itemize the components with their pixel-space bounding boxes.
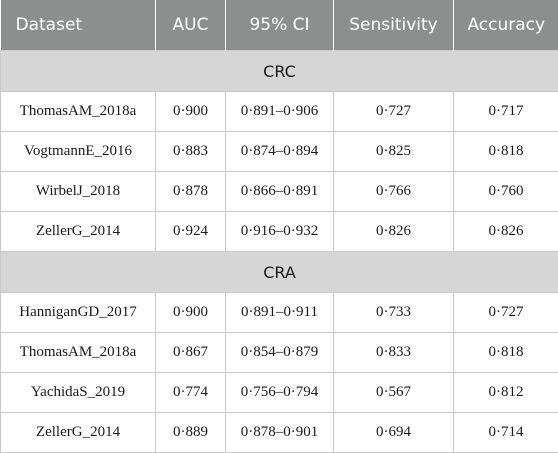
- table-row: YachidaS_2019 0·774 0·756–0·794 0·567 0·…: [1, 373, 558, 413]
- cell-sensitivity: 0·733: [334, 293, 454, 333]
- cell-accuracy: 0·714: [454, 413, 558, 453]
- table-row: WirbelJ_2018 0·878 0·866–0·891 0·766 0·7…: [1, 172, 558, 212]
- header-auc: AUC: [156, 0, 226, 51]
- cell-sensitivity: 0·826: [334, 212, 454, 252]
- cell-auc: 0·924: [156, 212, 226, 252]
- cell-accuracy: 0·818: [454, 333, 558, 373]
- cell-auc: 0·889: [156, 413, 226, 453]
- cell-sensitivity: 0·766: [334, 172, 454, 212]
- cell-ci: 0·878–0·901: [226, 413, 334, 453]
- cell-auc: 0·900: [156, 92, 226, 132]
- cell-auc: 0·774: [156, 373, 226, 413]
- header-sensitivity: Sensitivity: [334, 0, 454, 51]
- cell-ci: 0·874–0·894: [226, 132, 334, 172]
- cell-sensitivity: 0·727: [334, 92, 454, 132]
- cell-accuracy: 0·826: [454, 212, 558, 252]
- cell-dataset: ZellerG_2014: [1, 212, 156, 252]
- section-label: CRA: [1, 252, 558, 293]
- header-accuracy: Accuracy: [454, 0, 558, 51]
- cell-dataset: WirbelJ_2018: [1, 172, 156, 212]
- cell-sensitivity: 0·694: [334, 413, 454, 453]
- cell-ci: 0·756–0·794: [226, 373, 334, 413]
- cell-ci: 0·891–0·911: [226, 293, 334, 333]
- section-row-crc: CRC: [1, 51, 558, 92]
- cell-dataset: ThomasAM_2018a: [1, 92, 156, 132]
- table-row: ZellerG_2014 0·924 0·916–0·932 0·826 0·8…: [1, 212, 558, 252]
- header-row: Dataset AUC 95% CI Sensitivity Accuracy: [1, 0, 558, 51]
- table-row: ThomasAM_2018a 0·867 0·854–0·879 0·833 0…: [1, 333, 558, 373]
- cell-auc: 0·878: [156, 172, 226, 212]
- table-row: VogtmannE_2016 0·883 0·874–0·894 0·825 0…: [1, 132, 558, 172]
- cell-dataset: ThomasAM_2018a: [1, 333, 156, 373]
- cell-auc: 0·900: [156, 293, 226, 333]
- header-dataset: Dataset: [1, 0, 156, 51]
- section-label: CRC: [1, 51, 558, 92]
- cell-dataset: YachidaS_2019: [1, 373, 156, 413]
- table-row: HanniganGD_2017 0·900 0·891–0·911 0·733 …: [1, 293, 558, 333]
- header-ci: 95% CI: [226, 0, 334, 51]
- cell-auc: 0·867: [156, 333, 226, 373]
- cell-ci: 0·866–0·891: [226, 172, 334, 212]
- cell-accuracy: 0·727: [454, 293, 558, 333]
- cell-sensitivity: 0·833: [334, 333, 454, 373]
- cell-ci: 0·854–0·879: [226, 333, 334, 373]
- cell-auc: 0·883: [156, 132, 226, 172]
- cell-accuracy: 0·812: [454, 373, 558, 413]
- cell-ci: 0·891–0·906: [226, 92, 334, 132]
- cell-sensitivity: 0·567: [334, 373, 454, 413]
- section-row-cra: CRA: [1, 252, 558, 293]
- table-row: ThomasAM_2018a 0·900 0·891–0·906 0·727 0…: [1, 92, 558, 132]
- cell-ci: 0·916–0·932: [226, 212, 334, 252]
- cell-accuracy: 0·760: [454, 172, 558, 212]
- cell-dataset: ZellerG_2014: [1, 413, 156, 453]
- table-row: ZellerG_2014 0·889 0·878–0·901 0·694 0·7…: [1, 413, 558, 453]
- cell-accuracy: 0·818: [454, 132, 558, 172]
- cell-sensitivity: 0·825: [334, 132, 454, 172]
- cell-dataset: VogtmannE_2016: [1, 132, 156, 172]
- cell-accuracy: 0·717: [454, 92, 558, 132]
- cell-dataset: HanniganGD_2017: [1, 293, 156, 333]
